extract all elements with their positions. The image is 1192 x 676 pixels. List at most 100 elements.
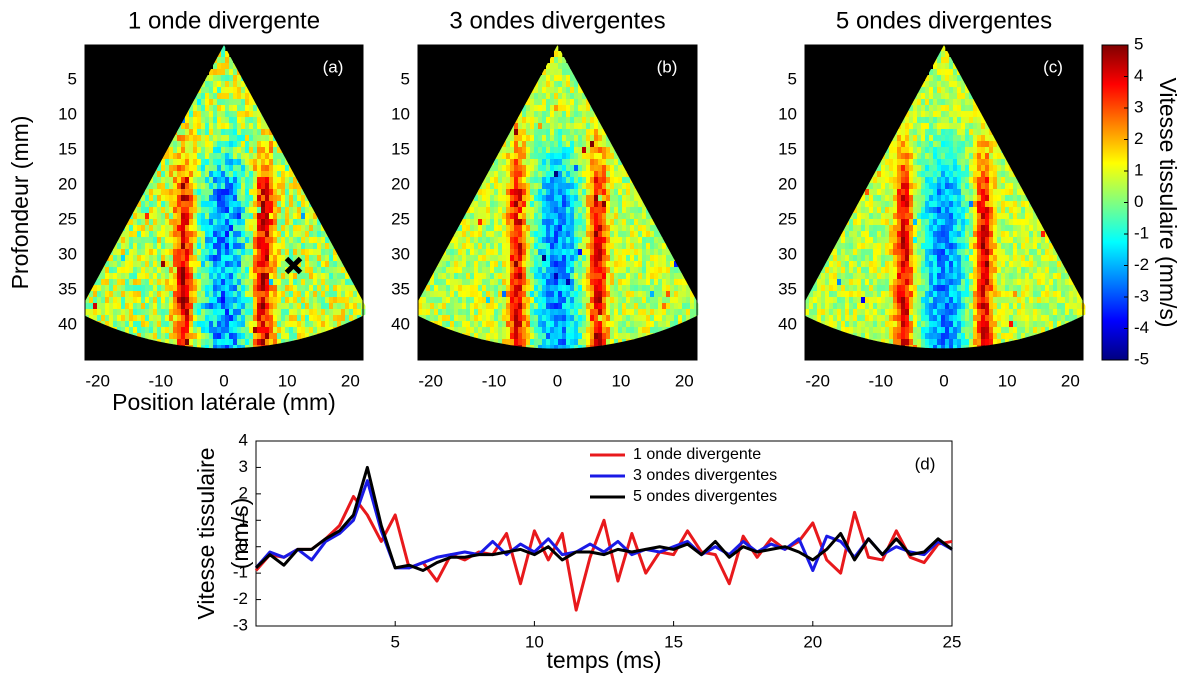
speckle xyxy=(241,231,246,238)
speckle xyxy=(349,297,354,304)
speckle xyxy=(602,261,607,268)
speckle xyxy=(574,213,579,220)
speckle xyxy=(185,279,190,286)
speckle xyxy=(145,231,150,238)
speckle xyxy=(474,285,479,292)
speckle xyxy=(494,321,499,328)
speckle xyxy=(550,135,555,142)
speckle xyxy=(137,309,142,316)
speckle xyxy=(189,339,194,346)
speckle xyxy=(470,327,475,334)
speckle xyxy=(622,255,627,262)
speckle xyxy=(237,99,242,106)
speckle xyxy=(201,87,206,94)
speckle xyxy=(229,81,234,88)
speckle xyxy=(241,93,246,100)
speckle xyxy=(229,255,234,262)
speckle xyxy=(273,207,278,214)
speckle xyxy=(305,231,310,238)
speckle xyxy=(614,291,619,298)
speckle xyxy=(217,111,222,118)
speckle xyxy=(446,273,451,280)
speckle xyxy=(261,279,266,286)
speckle xyxy=(574,261,579,268)
speckle xyxy=(217,135,222,142)
speckle xyxy=(201,135,206,142)
speckle xyxy=(554,219,559,226)
speckle xyxy=(566,249,571,256)
speckle xyxy=(582,345,587,349)
speckle xyxy=(225,249,230,256)
speckle xyxy=(213,123,218,130)
speckle xyxy=(233,69,238,76)
speckle xyxy=(514,273,519,280)
speckle xyxy=(662,309,667,316)
speckle xyxy=(225,129,230,136)
speckle xyxy=(265,195,270,202)
speckle xyxy=(273,183,278,190)
speckle xyxy=(518,237,523,244)
speckle xyxy=(614,315,619,322)
speckle xyxy=(598,243,603,250)
speckle xyxy=(554,63,559,70)
speckle xyxy=(654,231,659,238)
speckle xyxy=(562,153,567,160)
speckle xyxy=(522,243,527,250)
speckle xyxy=(173,291,178,298)
speckle xyxy=(590,339,595,346)
speckle xyxy=(137,273,142,280)
speckle xyxy=(189,279,194,286)
speckle xyxy=(305,213,310,220)
speckle xyxy=(261,171,266,178)
speckle xyxy=(201,99,206,106)
speckle xyxy=(638,255,643,262)
speckle xyxy=(450,273,455,280)
speckle xyxy=(265,261,270,268)
speckle xyxy=(626,243,631,250)
speckle xyxy=(458,315,463,322)
speckle xyxy=(249,123,254,130)
speckle xyxy=(594,255,599,262)
speckle xyxy=(133,255,138,262)
speckle xyxy=(97,279,102,286)
speckle xyxy=(237,141,242,148)
speckle xyxy=(189,267,194,274)
speckle xyxy=(662,297,667,304)
speckle xyxy=(598,171,603,178)
speckle xyxy=(905,111,910,118)
speckle xyxy=(117,267,122,274)
speckle xyxy=(538,153,543,160)
speckle xyxy=(1001,171,1006,178)
speckle xyxy=(626,183,631,190)
speckle xyxy=(622,171,627,178)
speckle xyxy=(522,153,527,160)
speckle xyxy=(542,225,547,232)
speckle xyxy=(438,273,443,280)
speckle xyxy=(261,213,266,220)
speckle xyxy=(957,111,962,118)
speckle xyxy=(634,207,639,214)
speckle xyxy=(570,333,575,340)
speckle xyxy=(646,297,651,304)
speckle xyxy=(470,261,475,268)
speckle xyxy=(574,273,579,280)
speckle xyxy=(518,207,523,214)
speckle xyxy=(610,303,615,310)
speckle xyxy=(606,219,611,226)
speckle xyxy=(261,129,266,136)
speckle xyxy=(606,159,611,166)
speckle xyxy=(137,237,142,244)
speckle xyxy=(145,237,150,244)
speckle xyxy=(526,309,531,316)
speckle xyxy=(201,81,206,88)
speckle xyxy=(558,201,563,208)
speckle xyxy=(578,243,583,250)
speckle xyxy=(229,225,234,232)
speckle xyxy=(253,291,258,298)
speckle xyxy=(217,201,222,208)
speckle xyxy=(558,279,563,286)
speckle xyxy=(554,123,559,130)
speckle xyxy=(925,159,930,166)
speckle xyxy=(193,129,198,136)
speckle xyxy=(582,201,587,208)
